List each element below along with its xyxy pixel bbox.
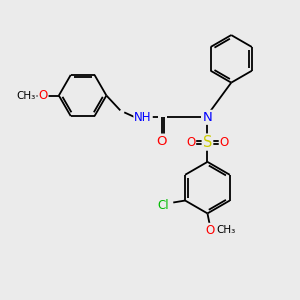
- Text: O: O: [157, 135, 167, 148]
- Text: O: O: [206, 224, 215, 237]
- Text: O: O: [38, 89, 48, 102]
- Text: N: N: [202, 111, 212, 124]
- Text: NH: NH: [134, 111, 152, 124]
- Text: CH₃: CH₃: [217, 225, 236, 235]
- Text: O: O: [186, 136, 195, 148]
- Text: S: S: [203, 135, 212, 150]
- Text: Cl: Cl: [158, 199, 169, 212]
- Text: CH₃: CH₃: [16, 91, 36, 100]
- Text: O: O: [220, 136, 229, 148]
